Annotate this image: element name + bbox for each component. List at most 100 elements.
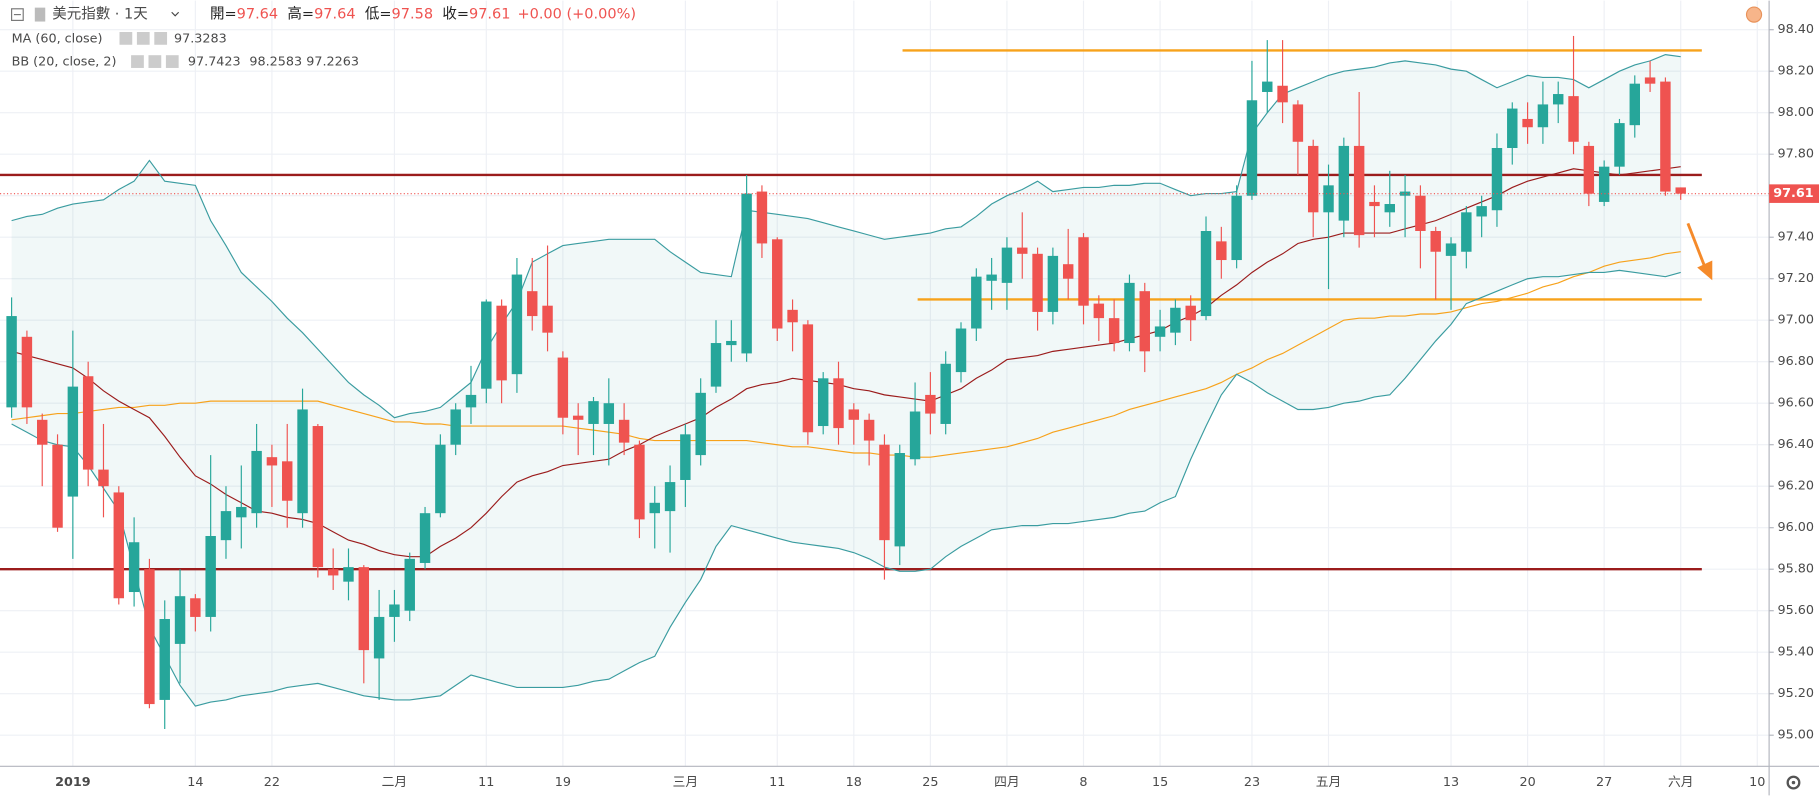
legend-header: 美元指數 · 1天 開=97.64 高=97.64 低=97.58 收=97.61 +0… [11, 6, 1763, 70]
candle-body [1399, 191, 1411, 196]
candle-body [649, 502, 660, 514]
axes: 95.00 95.20 95.40 95.60 95.80 96.00 96.20 96.40… [55, 22, 1819, 790]
candle-body [1491, 147, 1503, 211]
candle-body [1629, 83, 1641, 126]
candle-body [1047, 255, 1059, 312]
chevron[interactable] [171, 11, 180, 17]
symbol[interactable]: 美元指數 · 1天 [52, 6, 148, 23]
indicator-line [11, 269, 1681, 707]
candle-body [741, 193, 752, 354]
indicator-value: 97.3283 [174, 31, 227, 46]
indicator-label: BB (20, close, 2) [12, 55, 117, 70]
candle-body [1200, 230, 1212, 317]
y-tick-label: 96.80 [1778, 354, 1815, 369]
candle-body [236, 506, 247, 518]
candle-body [1017, 247, 1028, 254]
candle-body [940, 363, 951, 424]
ma-settings-icons[interactable] [119, 31, 168, 45]
alert-dot[interactable] [1745, 6, 1763, 23]
candle-body [1124, 282, 1135, 344]
candle-body [511, 274, 523, 375]
candle-body [465, 394, 477, 408]
quote-label: 低= [365, 6, 392, 23]
candle-body [251, 450, 262, 514]
candle-body [1277, 85, 1288, 103]
y-tick-label: 96.20 [1778, 479, 1815, 494]
candle-body [1338, 145, 1350, 221]
x-tick-label: 二月 [382, 775, 408, 790]
candle-body [1461, 212, 1472, 252]
candle-body [1001, 247, 1013, 283]
settings-gear[interactable] [1786, 775, 1801, 790]
x-tick-label: 27 [1596, 775, 1612, 790]
candle-body [496, 305, 507, 381]
x-tick-label: 22 [264, 775, 280, 790]
candle-body [1246, 100, 1258, 196]
quote-value: 97.64 [314, 7, 356, 23]
candle-body [1216, 241, 1227, 261]
candle-body [1445, 243, 1457, 256]
candle-body [6, 316, 17, 408]
quote-label: 收= [442, 6, 469, 23]
candle-body [1369, 201, 1380, 207]
indicator-value: 97.2263 [306, 55, 359, 70]
x-tick-label: 15 [1152, 775, 1168, 790]
candle-body [435, 444, 446, 514]
indicator-value: 98.2583 [249, 55, 302, 70]
candle-body [159, 619, 170, 700]
candle-body [1568, 96, 1579, 142]
candle-body [664, 482, 676, 512]
candle-body [52, 444, 63, 528]
candle-body [1231, 195, 1242, 261]
candle-body [266, 457, 278, 466]
candle-body [1170, 307, 1181, 333]
candle-body [1583, 145, 1595, 194]
collapse-icon[interactable] [11, 8, 24, 21]
candle-body [603, 403, 615, 424]
grid [0, 0, 1770, 767]
candle-body [1139, 291, 1150, 352]
y-tick-label: 96.60 [1778, 396, 1815, 411]
candle-body [1430, 230, 1441, 252]
candle-body [113, 492, 125, 599]
y-tick-label: 96.00 [1778, 520, 1815, 535]
last-price-tag [1769, 184, 1819, 203]
x-tick-label: 25 [922, 775, 938, 790]
candle-body [680, 434, 691, 480]
y-tick-label: 97.80 [1778, 147, 1815, 162]
x-tick-label: 11 [769, 775, 785, 790]
candle-body [634, 444, 645, 520]
candle-body [1598, 166, 1610, 202]
candle-body [1185, 305, 1196, 321]
y-tick-label: 95.20 [1778, 686, 1815, 701]
x-tick-label: 六月 [1668, 775, 1694, 790]
candle-body [1262, 81, 1273, 92]
candle-body [909, 411, 921, 460]
candle-body [1537, 104, 1549, 128]
candle-body [312, 426, 324, 568]
quote-label: 高= [287, 6, 314, 23]
candle-body [710, 343, 722, 387]
candle-body [1078, 237, 1089, 306]
candle-body [542, 305, 553, 333]
y-tick-label: 96.40 [1778, 437, 1815, 452]
candle-body [1614, 123, 1625, 167]
candle-body [894, 453, 905, 547]
candle-body [557, 357, 569, 418]
indicator-label: MA (60, close) [12, 31, 103, 46]
candle-body [190, 598, 201, 617]
x-tick-label: 11 [478, 775, 494, 790]
candle-body [1353, 145, 1365, 236]
candle-body [21, 336, 33, 408]
candle-body [925, 394, 936, 414]
bb-settings-icons[interactable] [131, 55, 179, 68]
candle-body [863, 419, 875, 441]
x-tick-label: 23 [1244, 775, 1260, 790]
candle-body [220, 511, 232, 541]
candle-body [282, 461, 293, 501]
y-tick-label: 97.20 [1778, 271, 1815, 286]
candle-body [1154, 326, 1166, 337]
candle-body [82, 376, 94, 470]
candle-body [67, 386, 79, 497]
